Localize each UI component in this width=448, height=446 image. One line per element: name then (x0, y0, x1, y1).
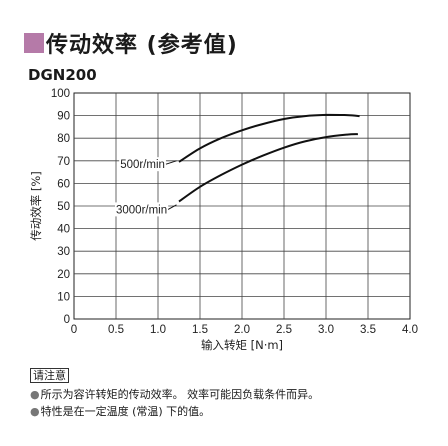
chart-grid (73, 92, 411, 320)
x-tick-label: 1.0 (150, 324, 166, 336)
series-line-1 (178, 133, 358, 203)
notes-box-label: 请注意 (30, 368, 69, 383)
series-label-leader (167, 204, 177, 210)
x-tick-label: 3.0 (318, 324, 334, 336)
x-tick-label: 3.5 (360, 324, 376, 336)
bullet-icon: ● (30, 405, 40, 418)
chart-series-labels: 500r/min 3000r/min (115, 157, 177, 217)
x-tick-label: 2.0 (234, 324, 250, 336)
x-tick-label: 4.0 (402, 324, 418, 336)
note-line-1: ●所示为容许转矩的传动效率。 效率可能因负载条件而异。 (30, 386, 319, 402)
note-line-2: ●特性是在一定温度 (常温) 下的值。 (30, 403, 210, 419)
x-tick-label: 1.5 (192, 324, 208, 336)
x-tick-label: 0.5 (108, 324, 124, 336)
y-tick-label: 100 (51, 88, 70, 100)
x-axis-label: 输入转矩 [N·m] (201, 338, 283, 352)
series-label-0: 500r/min (120, 159, 165, 171)
y-tick-label: 20 (57, 269, 70, 281)
y-axis-label: 传动效率 [%] (29, 171, 43, 241)
y-tick-label: 60 (57, 178, 70, 190)
model-name: DGN200 (28, 66, 97, 84)
x-tick-label: 2.5 (276, 324, 292, 336)
chart-series (178, 113, 360, 203)
heading-square-icon (24, 33, 44, 53)
y-tick-label: 80 (57, 133, 70, 145)
chart-tick-labels: 0 0.5 1.0 1.5 2.0 2.5 3.0 3.5 4.0 0 10 20 30 40 50 60 70… (51, 88, 418, 336)
y-tick-label: 30 (57, 246, 70, 258)
y-tick-label: 0 (64, 314, 70, 326)
y-tick-label: 70 (57, 156, 70, 168)
series-label-bg (115, 202, 169, 217)
x-tick-label: 0 (71, 324, 77, 336)
y-tick-label: 50 (57, 201, 70, 213)
chart-title: 传动效率 (参考值) (46, 33, 238, 58)
y-tick-label: 40 (57, 224, 70, 236)
note-text-1: 所示为容许转矩的传动效率。 效率可能因负载条件而异。 (40, 388, 320, 401)
series-label-leader (165, 160, 177, 165)
y-tick-label: 10 (57, 291, 70, 303)
bullet-icon: ● (30, 388, 40, 401)
chart-heading: 传动效率 (参考值) (24, 28, 238, 58)
series-line-0 (178, 113, 360, 163)
series-label-1: 3000r/min (116, 204, 167, 216)
series-label-bg (119, 157, 166, 172)
y-tick-label: 90 (57, 111, 70, 123)
note-text-2: 特性是在一定温度 (常温) 下的值。 (40, 405, 211, 418)
